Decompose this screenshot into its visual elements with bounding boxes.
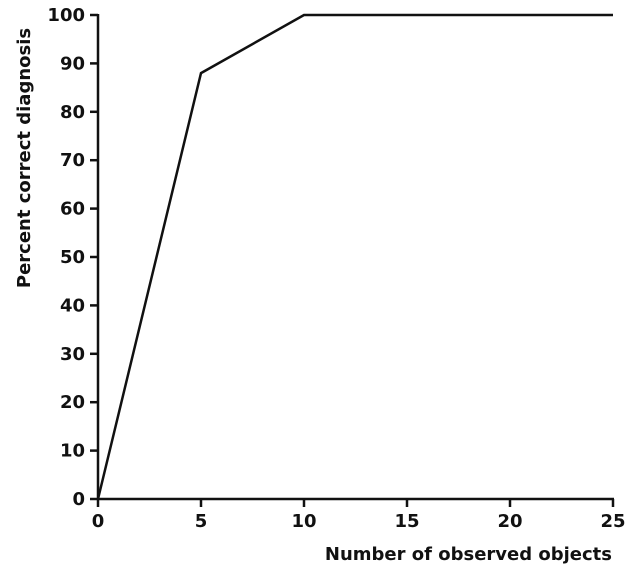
x-axis-title: Number of observed objects (325, 544, 612, 565)
y-tick-label: 100 (47, 5, 85, 26)
x-tick-label: 0 (92, 511, 105, 532)
x-axis-ticks: 0 5 10 15 20 25 (92, 499, 626, 532)
plot-series (96, 13, 613, 500)
x-tick-label: 10 (291, 511, 316, 532)
y-axis-title: Percent correct diagnosis (14, 28, 35, 288)
y-tick-label: 40 (60, 295, 85, 316)
y-tick-label: 50 (60, 247, 85, 268)
y-tick-label: 0 (72, 489, 85, 510)
x-tick-label: 20 (497, 511, 522, 532)
y-tick-label: 70 (60, 150, 85, 171)
y-axis-ticks: 0 10 20 30 40 50 60 70 80 90 100 (47, 5, 98, 510)
x-tick-label: 15 (394, 511, 419, 532)
y-tick-label: 20 (60, 392, 85, 413)
y-tick-label: 30 (60, 344, 85, 365)
y-tick-label: 60 (60, 199, 85, 220)
y-tick-label: 80 (60, 102, 85, 123)
x-tick-label: 5 (195, 511, 208, 532)
series-line (96, 13, 613, 500)
x-tick-label: 25 (600, 511, 625, 532)
y-tick-label: 90 (60, 53, 85, 74)
y-tick-label: 10 (60, 441, 85, 462)
chart-axes (96, 14, 614, 501)
